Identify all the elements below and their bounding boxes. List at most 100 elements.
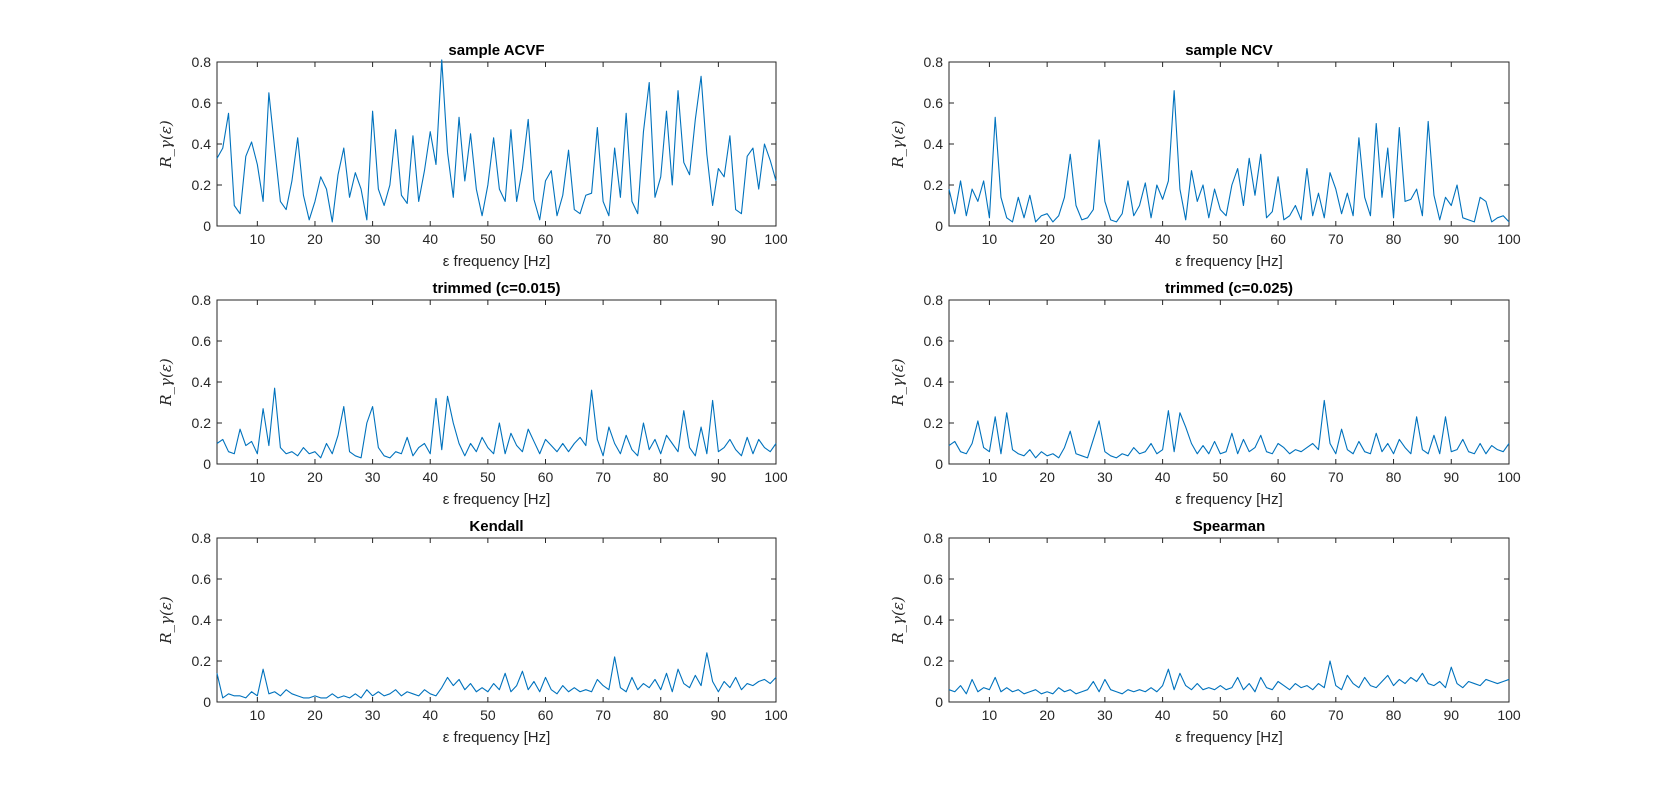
y-tick-label: 0.8 — [924, 530, 944, 546]
y-tick-label: 0.8 — [924, 292, 944, 308]
x-tick-label: 100 — [1497, 707, 1521, 723]
chart-title: Kendall — [469, 518, 523, 535]
series-line-1 — [216, 59, 777, 223]
series-line-1 — [948, 90, 1510, 223]
x-tick-label: 70 — [595, 231, 611, 247]
y-tick-label: 0.6 — [192, 95, 212, 111]
x-tick-label: 30 — [365, 707, 381, 723]
y-tick-label: 0.4 — [924, 374, 944, 390]
y-axis-label: R_γ(ε) — [889, 120, 907, 169]
x-axis-label: ε frequency [Hz] — [1175, 729, 1283, 746]
y-tick-label: 0 — [935, 694, 943, 710]
axes-box — [216, 537, 777, 703]
x-tick-label: 100 — [764, 469, 788, 485]
x-tick-label: 100 — [1497, 231, 1521, 247]
x-tick-label: 60 — [538, 469, 554, 485]
x-tick-label: 90 — [1443, 707, 1459, 723]
x-tick-label: 40 — [1155, 231, 1171, 247]
x-tick-label: 50 — [1213, 231, 1229, 247]
chart-title: sample NCV — [1185, 42, 1273, 59]
x-axis-label: ε frequency [Hz] — [443, 253, 551, 270]
series-line-1 — [216, 652, 777, 699]
x-tick-label: 70 — [595, 707, 611, 723]
x-tick-label: 40 — [1155, 469, 1171, 485]
y-tick-label: 0.2 — [924, 653, 944, 669]
y-tick-label: 0.4 — [192, 136, 212, 152]
chart-panel-4: trimmed (c=0.025) 10 20 30 40 50 60 70 80 90 100 0 0… — [889, 280, 1521, 508]
series-line-1 — [948, 660, 1510, 695]
x-tick-label: 40 — [1155, 707, 1171, 723]
y-tick-label: 0.2 — [924, 177, 944, 193]
y-tick-label: 0.8 — [192, 530, 212, 546]
x-tick-label: 30 — [365, 231, 381, 247]
x-tick-label: 30 — [1097, 231, 1113, 247]
y-tick-label: 0 — [935, 218, 943, 234]
y-tick-label: 0 — [203, 694, 211, 710]
x-axis-label: ε frequency [Hz] — [443, 491, 551, 508]
y-axis-label: R_γ(ε) — [889, 596, 907, 645]
x-tick-label: 70 — [595, 469, 611, 485]
chart-title: sample ACVF — [448, 42, 544, 59]
x-tick-label: 70 — [1328, 231, 1344, 247]
x-tick-label: 40 — [422, 231, 438, 247]
x-tick-label: 10 — [250, 231, 266, 247]
y-tick-label: 0.4 — [192, 374, 212, 390]
y-axis-label: R_γ(ε) — [157, 120, 175, 169]
x-tick-label: 40 — [422, 707, 438, 723]
y-tick-label: 0.4 — [192, 612, 212, 628]
x-tick-label: 90 — [1443, 469, 1459, 485]
x-tick-label: 60 — [1270, 707, 1286, 723]
x-tick-label: 100 — [1497, 469, 1521, 485]
chart-panel-1: sample ACVF 10 20 30 40 50 60 70 80 90 100 0 0.2 0.4 0… — [157, 42, 788, 270]
chart-title: trimmed (c=0.025) — [1165, 280, 1293, 297]
y-tick-label: 0.6 — [924, 333, 944, 349]
x-tick-label: 90 — [711, 707, 727, 723]
series-line-1 — [216, 387, 777, 459]
chart-title: trimmed (c=0.015) — [433, 280, 561, 297]
y-tick-label: 0.4 — [924, 136, 944, 152]
series-line-1 — [948, 399, 1510, 459]
y-tick-label: 0.6 — [924, 571, 944, 587]
x-tick-label: 30 — [1097, 707, 1113, 723]
x-tick-label: 70 — [1328, 707, 1344, 723]
x-tick-label: 60 — [538, 707, 554, 723]
y-axis-label: R_γ(ε) — [157, 596, 175, 645]
x-tick-label: 90 — [711, 231, 727, 247]
chart-title: Spearman — [1193, 518, 1266, 535]
x-tick-label: 50 — [1213, 469, 1229, 485]
y-tick-label: 0.4 — [924, 612, 944, 628]
x-tick-label: 90 — [711, 469, 727, 485]
axes-box — [216, 61, 777, 227]
x-tick-label: 90 — [1443, 231, 1459, 247]
chart-panel-5: Kendall 10 20 30 40 50 60 70 80 90 100 0 0.2 0.4 0.6 0.… — [157, 518, 788, 746]
y-tick-label: 0.2 — [192, 653, 212, 669]
y-tick-label: 0.2 — [192, 177, 212, 193]
x-tick-label: 20 — [307, 707, 323, 723]
x-tick-label: 40 — [422, 469, 438, 485]
x-tick-label: 60 — [1270, 469, 1286, 485]
chart-panel-3: trimmed (c=0.015) 10 20 30 40 50 60 70 80 90 100 0 0… — [157, 280, 788, 508]
chart-panel-6: Spearman 10 20 30 40 50 60 70 80 90 100 0 0.2 0.4 0.6 0… — [889, 518, 1521, 746]
x-tick-label: 20 — [1039, 707, 1055, 723]
axes-box — [948, 299, 1510, 465]
x-tick-label: 50 — [1213, 707, 1229, 723]
y-tick-label: 0 — [203, 218, 211, 234]
x-tick-label: 100 — [764, 231, 788, 247]
x-tick-label: 60 — [538, 231, 554, 247]
y-tick-label: 0.6 — [924, 95, 944, 111]
x-tick-label: 70 — [1328, 469, 1344, 485]
chart-panel-2: sample NCV 10 20 30 40 50 60 70 80 90 100 0 0.2 0.4 0.… — [889, 42, 1521, 270]
x-tick-label: 10 — [250, 707, 266, 723]
y-tick-label: 0.8 — [192, 292, 212, 308]
x-tick-label: 20 — [307, 231, 323, 247]
y-axis-label: R_γ(ε) — [889, 358, 907, 407]
x-axis-label: ε frequency [Hz] — [1175, 491, 1283, 508]
x-axis-label: ε frequency [Hz] — [1175, 253, 1283, 270]
x-tick-label: 80 — [1386, 707, 1402, 723]
x-tick-label: 20 — [1039, 231, 1055, 247]
x-tick-label: 100 — [764, 707, 788, 723]
x-tick-label: 80 — [653, 231, 669, 247]
x-tick-label: 80 — [1386, 469, 1402, 485]
x-tick-label: 30 — [1097, 469, 1113, 485]
